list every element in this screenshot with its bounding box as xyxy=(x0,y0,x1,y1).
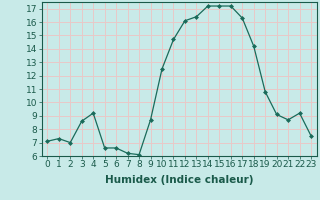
X-axis label: Humidex (Indice chaleur): Humidex (Indice chaleur) xyxy=(105,175,253,185)
